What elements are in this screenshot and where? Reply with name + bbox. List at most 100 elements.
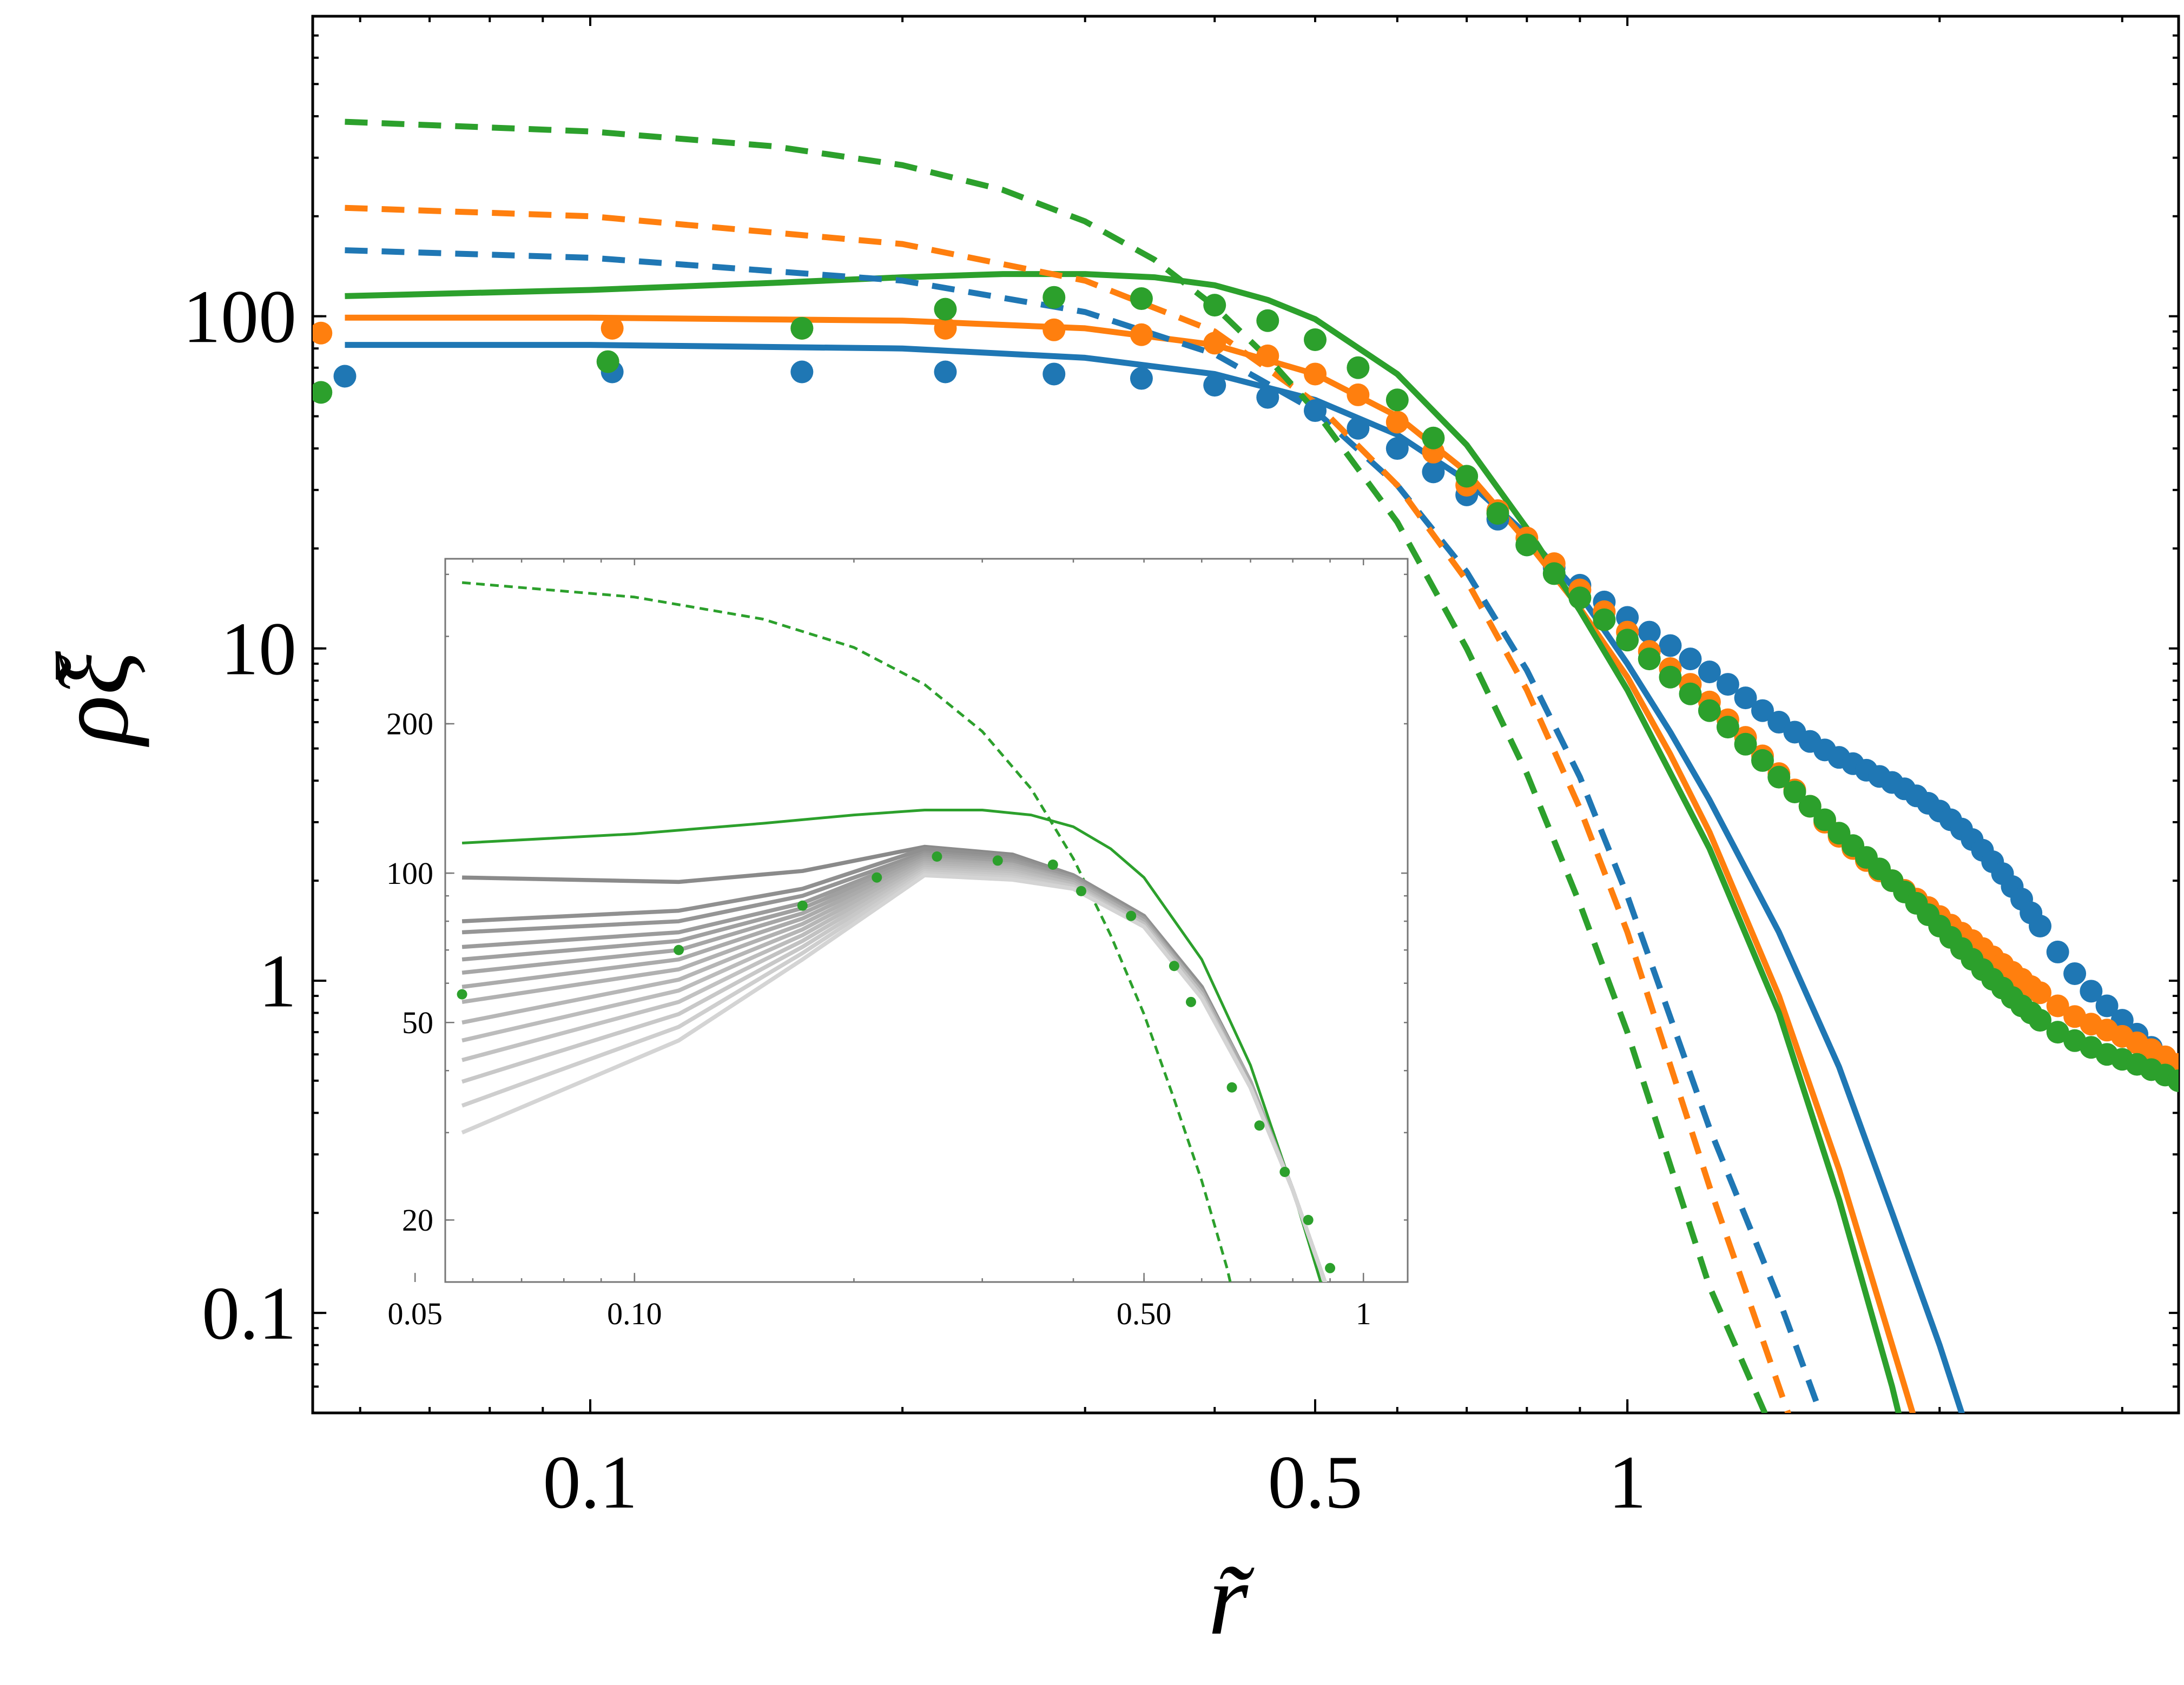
inset-green-points-point [1047, 860, 1058, 870]
inset-green-points-point [1325, 1263, 1336, 1273]
main-blue-points-point [1385, 437, 1409, 460]
main-orange-points-point [2046, 994, 2069, 1017]
inset-y-tick-label: 200 [386, 706, 433, 742]
main-green-points-point [1783, 780, 1806, 803]
main-green-points-point [313, 381, 333, 404]
main-blue-points-point [1734, 686, 1757, 710]
main-orange-points-point [1130, 323, 1153, 346]
main-blue-points-point [1042, 362, 1066, 386]
main-blue-points-point [1679, 647, 1702, 671]
inset-chart: 0.05 0.10 0.50 1 20 50 100 200 [386, 558, 1409, 1331]
main-blue-points-point [1304, 399, 1327, 422]
main-blue-points-point [2095, 994, 2119, 1017]
main-green-points-point [1568, 586, 1592, 610]
main-orange-points-point [1256, 344, 1279, 367]
inset-green-points-point [1075, 886, 1086, 896]
inset-green-points-point [872, 872, 882, 883]
main-green-points-point [790, 316, 814, 340]
main-green-points-point [1659, 665, 1682, 689]
main-green-points-point [1515, 533, 1539, 557]
main-blue-points-point [2028, 915, 2051, 938]
main-green-points-point [1542, 562, 1566, 585]
inset-green-points-point [1226, 1082, 1237, 1093]
inset-green-points-point [1126, 910, 1137, 921]
inset-green-points-point [674, 944, 684, 955]
main-blue-points-point [1422, 460, 1445, 484]
main-green-points-point [1679, 682, 1702, 705]
main-green-points-point [1767, 765, 1791, 789]
main-green-points-point [1130, 287, 1153, 310]
y-axis-label: ρ̃ξ [36, 651, 150, 747]
inset-axes [414, 558, 1409, 1283]
inset-y-tick-label: 100 [386, 856, 433, 891]
main-orange-points-point [1304, 362, 1327, 386]
main-axes [311, 15, 2180, 1415]
main-blue-points-point [934, 360, 957, 384]
inset-plot-area [457, 581, 1336, 1282]
main-green-points-point [1486, 502, 1509, 525]
main-blue-points-point [1130, 367, 1153, 390]
main-blue-points-point [2046, 940, 2069, 963]
main-orange-points-point [2028, 981, 2051, 1005]
main-green-points-point [1455, 465, 1479, 488]
inset-gray-14-line [461, 873, 1327, 1282]
main-orange-dashed-line [345, 204, 1791, 1413]
main-frame [311, 15, 2180, 1415]
main-orange-points-point [313, 321, 333, 345]
main-blue-points-point [1751, 699, 1774, 722]
main-green-points-point [1256, 309, 1279, 332]
main-green-points-point [1734, 732, 1757, 756]
main-green-points-point [2167, 1069, 2179, 1092]
main-orange-points-point [1385, 411, 1409, 434]
inset-x-tick-label: 0.05 [387, 1296, 443, 1331]
main-blue-points-point [333, 365, 357, 388]
main-plot-area [313, 118, 2179, 1413]
main-x-tick-label: 0.5 [1268, 1440, 1363, 1524]
inset-green-points-point [797, 900, 808, 911]
main-orange-points-point [934, 316, 957, 340]
inset-curves [461, 581, 1327, 1282]
main-blue-points-point [1347, 417, 1370, 440]
main-orange-points-point [601, 316, 624, 340]
main-blue-points-point [1659, 634, 1682, 657]
main-green-solid-line [345, 271, 1902, 1413]
main-orange-points-point [1042, 318, 1066, 341]
main-green-points-point [1042, 286, 1066, 309]
main-blue-points-point [790, 360, 814, 384]
inset-frame [444, 558, 1409, 1283]
inset-data-points [457, 851, 1336, 1273]
x-axis-label: r̃ [1208, 1543, 1255, 1656]
inset-green-points-point [1185, 996, 1196, 1007]
inset-green-points-point [992, 855, 1003, 866]
inset-green-points-point [1254, 1120, 1265, 1131]
main-y-tick-label: 100 [183, 275, 296, 359]
main-green-points-point [1422, 426, 1445, 450]
main-tick-labels: 0.1 0.5 1 0.1 1 10 100 [183, 275, 1646, 1524]
main-blue-points-point [1716, 673, 1739, 696]
main-chart: 0.1 0.5 1 0.1 1 10 100 r̃ ρ̃ξ [36, 15, 2180, 1656]
main-blue-points-point [1203, 374, 1226, 397]
main-blue-points-point [2080, 980, 2103, 1003]
inset-y-tick-label: 50 [402, 1005, 433, 1040]
main-x-tick-label: 1 [1608, 1440, 1646, 1524]
main-x-tick-label: 0.1 [543, 1440, 638, 1524]
inset-green-points-point [1279, 1166, 1290, 1177]
main-green-points-point [1751, 749, 1774, 772]
inset-x-tick-label: 0.10 [607, 1296, 662, 1331]
main-green-points-point [1347, 356, 1370, 379]
inset-background [445, 559, 1408, 1282]
main-green-points-point [1203, 294, 1226, 317]
main-green-points-point [1593, 608, 1616, 631]
main-green-points-point [1638, 647, 1661, 671]
main-green-points-point [2046, 1021, 2069, 1044]
main-orange-points-point [1203, 332, 1226, 355]
main-y-tick-label: 1 [259, 940, 296, 1023]
inset-green-dashed-line [461, 581, 1232, 1282]
main-blue-dashed-line [345, 247, 1824, 1413]
main-green-points-point [2028, 1009, 2051, 1032]
main-y-tick-label: 10 [221, 607, 296, 691]
inset-green-points-point [1169, 961, 1179, 972]
main-orange-points-point [1347, 383, 1370, 406]
main-data-points [313, 286, 2179, 1092]
